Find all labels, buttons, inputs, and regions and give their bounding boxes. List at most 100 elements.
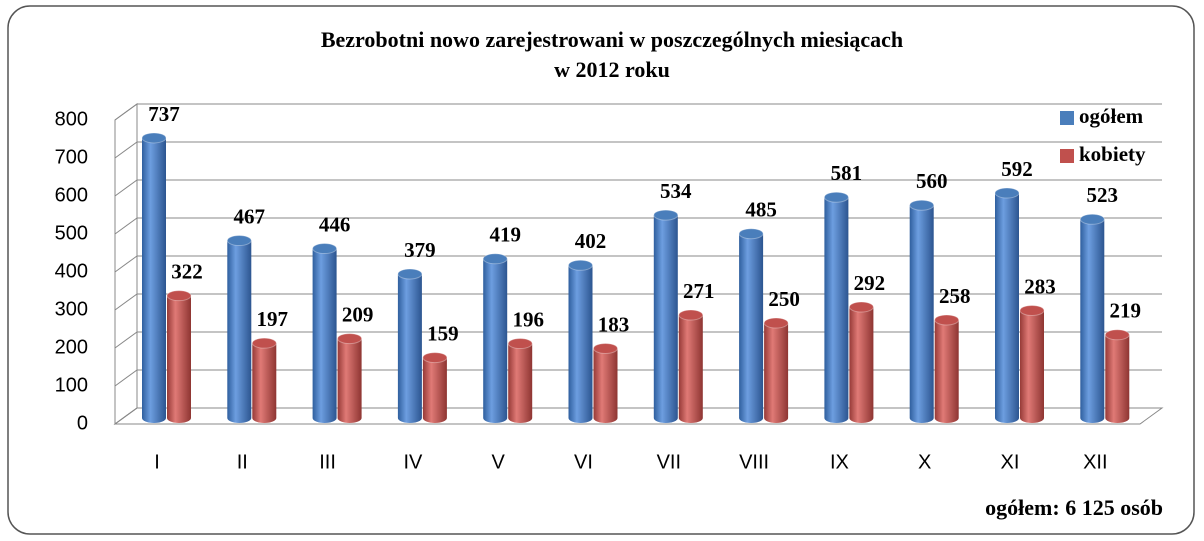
data-label: 534 — [660, 179, 692, 203]
bar-top — [909, 199, 935, 211]
data-label: 197 — [257, 307, 289, 331]
bar — [764, 323, 789, 423]
bar — [593, 348, 618, 423]
bar-top — [593, 342, 618, 354]
bar-top — [482, 253, 508, 265]
bar — [337, 338, 362, 423]
grid-line — [114, 331, 1162, 349]
legend-label: kobiety — [1079, 142, 1146, 166]
bar — [252, 343, 277, 423]
bar-top — [934, 314, 960, 326]
x-tick-label: III — [319, 451, 336, 473]
bar-top — [763, 317, 789, 329]
bar — [142, 137, 166, 423]
bar — [1020, 310, 1044, 423]
grid-line — [114, 407, 1162, 425]
x-tick-label: VIII — [739, 451, 769, 473]
bar — [312, 248, 337, 423]
x-tick-label: XI — [1001, 451, 1020, 473]
bar-top — [337, 333, 363, 345]
bar — [397, 273, 422, 423]
data-label: 292 — [854, 271, 886, 295]
data-label: 581 — [831, 161, 863, 185]
legend-label: ogółem — [1079, 104, 1144, 128]
grid-line — [114, 255, 1162, 273]
bar-top — [397, 268, 423, 280]
y-tick-label: 800 — [55, 108, 88, 130]
data-label: 485 — [745, 198, 777, 222]
bar-top — [507, 338, 533, 350]
x-tick-label: V — [492, 451, 506, 473]
bar-top — [678, 309, 704, 321]
bar — [167, 295, 191, 423]
bar-top — [653, 209, 679, 221]
x-tick-label: VI — [574, 451, 593, 473]
data-label: 523 — [1087, 183, 1119, 207]
annotation: ogółem: 6 125 osób — [985, 495, 1163, 520]
x-tick-label: XII — [1083, 451, 1107, 473]
data-label: 592 — [1001, 157, 1033, 181]
data-label: 283 — [1024, 274, 1056, 298]
bar-top — [848, 301, 874, 313]
x-tick-label: X — [918, 451, 931, 473]
bar-top — [1079, 213, 1105, 225]
bar — [653, 215, 678, 423]
bar — [995, 193, 1019, 423]
y-tick-label: 600 — [55, 184, 88, 206]
bar-top — [141, 132, 167, 144]
y-tick-label: 700 — [55, 146, 88, 168]
data-label: 560 — [916, 169, 948, 193]
grid-line — [114, 217, 1162, 235]
chart-subtitle: w 2012 roku — [554, 57, 670, 82]
y-tick-label: 100 — [55, 374, 88, 396]
data-label: 467 — [234, 204, 266, 228]
data-label: 209 — [342, 302, 374, 326]
data-label: 219 — [1110, 299, 1142, 323]
bar — [1105, 334, 1130, 423]
grid-line — [114, 179, 1162, 197]
y-tick-label: 400 — [55, 260, 88, 282]
data-label: 271 — [683, 279, 715, 303]
bar — [678, 315, 703, 423]
bar-top — [226, 235, 252, 247]
data-label: 419 — [489, 223, 521, 247]
x-tick-label: IV — [403, 451, 423, 473]
bar — [824, 197, 849, 423]
bar — [568, 265, 593, 423]
bar-top — [568, 259, 593, 271]
bar-top — [994, 187, 1020, 199]
data-label: 322 — [171, 259, 203, 283]
bar — [849, 307, 874, 423]
x-tick-label: IX — [830, 451, 849, 473]
bar — [227, 240, 252, 423]
bar-top — [312, 243, 338, 255]
data-label: 183 — [598, 312, 630, 336]
bar — [422, 357, 447, 423]
bar-top — [1104, 329, 1130, 341]
bar — [508, 343, 533, 423]
bar-top — [823, 191, 849, 203]
y-tick-label: 0 — [77, 412, 88, 434]
data-label: 196 — [512, 307, 544, 331]
data-label: 159 — [427, 321, 459, 345]
chart-frame — [7, 5, 1195, 535]
bar-top — [738, 228, 764, 240]
legend-swatch — [1060, 149, 1074, 163]
y-tick-label: 500 — [55, 222, 88, 244]
bar — [739, 233, 764, 423]
x-tick-label: II — [237, 451, 248, 473]
data-label: 737 — [148, 102, 180, 126]
bar — [909, 205, 934, 423]
legend-swatch — [1060, 111, 1074, 125]
bar-top — [1019, 304, 1045, 316]
y-tick-label: 200 — [55, 336, 88, 358]
grid-line — [114, 293, 1162, 311]
x-tick-label: VII — [657, 451, 681, 473]
data-label: 250 — [768, 287, 800, 311]
bar — [483, 258, 508, 423]
grid-line — [114, 369, 1162, 387]
grid-line — [114, 103, 1162, 121]
chart-title: Bezrobotni nowo zarejestrowani w poszcze… — [321, 27, 903, 52]
bar-top — [422, 352, 448, 364]
